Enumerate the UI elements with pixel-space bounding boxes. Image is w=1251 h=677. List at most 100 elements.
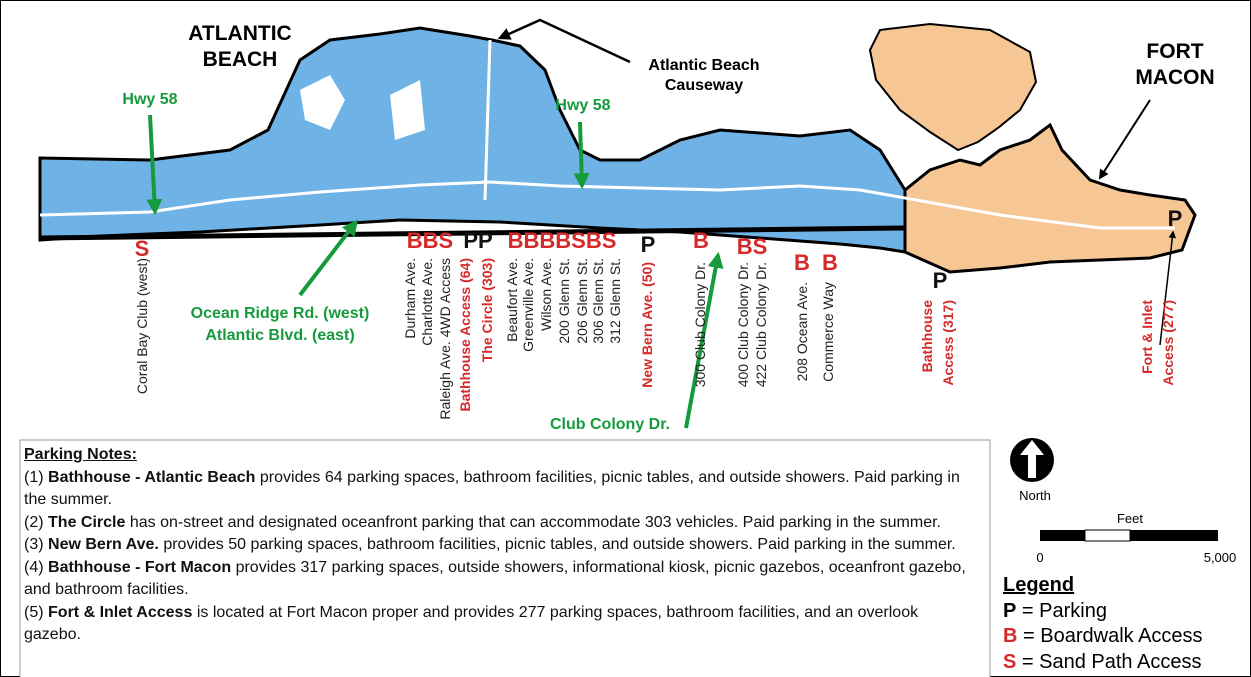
note: (3) New Bern Ave. provides 50 parking sp… (24, 534, 974, 557)
legend-label: = Boardwalk Access (1023, 625, 1203, 647)
road-label-line: Hwy 58 (122, 91, 177, 108)
access-letter: P (463, 228, 478, 253)
street-label-line: Charlotte Ave. (419, 258, 435, 346)
note-number: (3) (24, 536, 44, 553)
street-label-line: Coral Bay Club (west) (134, 258, 150, 394)
note-text: has on-street and designated oceanfront … (129, 513, 941, 531)
street-label: 208 Ocean Ave. (794, 282, 810, 381)
street-label: Raleigh Ave. 4WD Access (437, 258, 453, 420)
street-label-line: Access (277) (1160, 300, 1176, 386)
fort-macon-pointer (1098, 99, 1151, 180)
street-label-line: 208 Ocean Ave. (794, 282, 810, 381)
region-label-line: FORT (1146, 40, 1203, 63)
hwy58-east-arrow (573, 121, 590, 190)
street-label: Bathhouse Access (64) (457, 258, 473, 412)
access-code: P (1168, 206, 1183, 231)
main-road (39, 180, 1175, 230)
road-label-line: Club Colony Dr. (550, 416, 670, 433)
note-subject: Bathhouse - Atlantic Beach (48, 468, 256, 486)
ocean-ridge-arrow (298, 219, 358, 297)
marsh (300, 75, 425, 140)
region-label-line: BEACH (203, 48, 278, 71)
club-colony-arrow (684, 251, 724, 429)
legend-item: P = Parking (1003, 599, 1203, 625)
callout-label-line: Causeway (665, 77, 743, 94)
note: (1) Bathhouse - Atlantic Beach provides … (24, 467, 974, 512)
street-label-line: 206 Glenn St. (574, 258, 590, 344)
access-code: BBS (407, 228, 453, 253)
street-label-line: 312 Glenn St. (607, 258, 623, 344)
note-text: provides 64 parking spaces, bathroom fac… (24, 468, 960, 509)
access-letter: S (602, 228, 617, 253)
street-label-line: Wilson Ave. (538, 258, 554, 331)
road-label-line: Atlantic Blvd. (east) (205, 327, 354, 344)
parking-notes: Parking Notes: (1) Bathhouse - Atlantic … (24, 444, 974, 647)
access-code: B (794, 250, 810, 275)
causeway-road (483, 39, 492, 201)
access-code: BBBBSBS (508, 228, 617, 253)
street-label-line: Greenville Ave. (520, 258, 536, 352)
access-letter: B (555, 228, 571, 253)
scale-segment (1040, 530, 1085, 541)
street-label: 422 Club Colony Dr. (753, 262, 769, 387)
street-label: New Bern Ave. (50) (639, 262, 655, 388)
street-label-line: Durham Ave. (402, 258, 418, 339)
scale-tick: 5,000 (1204, 550, 1237, 565)
fort-macon-land (903, 122, 1197, 274)
road-label: Hwy 58 (122, 91, 177, 108)
region-label: ATLANTIC BEACH (188, 22, 291, 71)
notes-box (19, 439, 991, 677)
note-subject: New Bern Ave. (48, 536, 159, 553)
street-label: 312 Glenn St. (607, 258, 623, 344)
access-letter: P (641, 232, 656, 257)
street-label: 400 Club Colony Dr. (735, 262, 751, 387)
access-letter: B (693, 228, 709, 253)
street-label: 300 Club Colony Dr. (692, 262, 708, 387)
road-label: Ocean Ridge Rd. (west) Atlantic Blvd. (ea… (191, 305, 370, 344)
street-label: Charlotte Ave. (419, 258, 435, 346)
scale-unit: Feet (1117, 511, 1143, 526)
street-label-line: 400 Club Colony Dr. (735, 262, 751, 387)
note-subject: The Circle (48, 513, 126, 531)
legend-title: Legend (1003, 574, 1075, 596)
legend-label: = Parking (1021, 599, 1107, 622)
access-letter: B (737, 234, 753, 259)
note: (5) Fort & Inlet Access is located at Fo… (24, 602, 974, 647)
road-label-line: Ocean Ridge Rd. (west) (191, 305, 370, 322)
street-label: Coral Bay Club (west) (134, 258, 150, 394)
callout-label: Atlantic Beach Causeway (648, 57, 759, 94)
access-letter: B (539, 228, 555, 253)
hwy58-west-arrow (146, 114, 163, 216)
access-code: B (693, 228, 709, 253)
atlantic-beach-land (38, 26, 907, 254)
legend-label: = Sand Path Access (1021, 650, 1202, 673)
access-letter: S (439, 228, 454, 253)
street-label-line: 300 Club Colony Dr. (692, 262, 708, 387)
street-label: Greenville Ave. (520, 258, 536, 352)
region-label-line: MACON (1135, 66, 1214, 89)
access-code: S (135, 236, 150, 261)
note-number: (4) (24, 558, 44, 576)
street-label-line: Raleigh Ave. 4WD Access (437, 258, 453, 420)
access-code: PP (463, 228, 492, 253)
region-label: FORT MACON (1135, 40, 1214, 89)
note-subject: Fort & Inlet Access (48, 603, 193, 621)
access-letter: B (794, 250, 810, 275)
access-letter: B (822, 250, 838, 275)
street-label: Bathhouse Access (317) (919, 300, 956, 386)
note-text: provides 317 parking spaces, outside sho… (24, 558, 966, 599)
street-label: Fort & Inlet Access (277) (1139, 300, 1176, 386)
region-label-line: ATLANTIC (188, 22, 291, 45)
street-label-line: 422 Club Colony Dr. (753, 262, 769, 387)
notes-title: Parking Notes: (24, 446, 137, 463)
street-label-line: 306 Glenn St. (590, 258, 606, 344)
street-label-line: 200 Glenn St. (556, 258, 572, 344)
note-number: (1) (24, 468, 44, 486)
street-label: Beaufort Ave. (504, 258, 520, 342)
street-label-line: Access (317) (940, 300, 956, 386)
north-arrow-head (1020, 440, 1044, 478)
fort-inlet-pointer (1159, 230, 1177, 346)
street-label-line: Fort & Inlet (1139, 300, 1155, 374)
legend-item: B = Boardwalk Access (1003, 624, 1203, 650)
